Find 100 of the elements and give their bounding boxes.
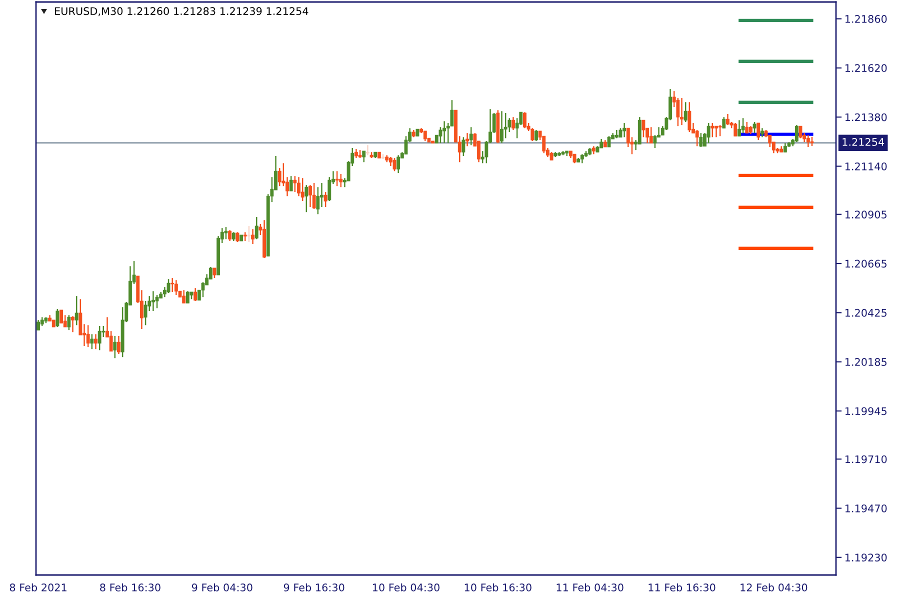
candlestick xyxy=(71,316,74,333)
candlestick xyxy=(236,232,240,243)
y-tick-label: 1.21380 xyxy=(845,113,887,122)
candlestick xyxy=(251,228,255,245)
candlestick xyxy=(699,132,703,148)
candlestick xyxy=(278,167,282,187)
candlestick xyxy=(247,225,251,243)
candlestick xyxy=(155,294,159,309)
candlestick xyxy=(297,176,300,197)
y-tick-label: 1.19470 xyxy=(845,504,887,512)
candlestick xyxy=(442,120,446,144)
candlestick xyxy=(649,126,653,144)
candlestick xyxy=(86,324,90,348)
candlestick xyxy=(695,129,699,147)
ref-line-label: 1.21254 xyxy=(842,138,884,146)
candlestick xyxy=(607,136,611,148)
x-tick-label: 11 Feb 16:30 xyxy=(648,583,716,592)
candlestick xyxy=(810,136,814,147)
y-tick-label: 1.19945 xyxy=(845,407,886,416)
candlestick xyxy=(752,121,756,134)
candlestick xyxy=(726,113,730,126)
candlestick xyxy=(768,134,772,148)
x-tick-label: 11 Feb 04:30 xyxy=(556,583,624,592)
candlestick xyxy=(523,112,526,129)
candlestick xyxy=(688,102,692,133)
candlestick xyxy=(572,154,576,164)
candlestick xyxy=(706,122,710,144)
candlestick xyxy=(90,334,94,350)
candlestick xyxy=(504,112,508,139)
candlestick xyxy=(741,117,745,134)
candlestick xyxy=(74,295,78,326)
candlestick xyxy=(738,120,741,137)
candlestick xyxy=(339,173,343,188)
candlestick xyxy=(734,122,738,137)
candlestick xyxy=(228,230,232,242)
candlestick xyxy=(745,121,749,134)
y-tick-label: 1.19230 xyxy=(845,554,887,562)
candlestick xyxy=(293,175,297,193)
candlestick xyxy=(462,136,466,157)
candlestick xyxy=(362,150,366,163)
candlestick xyxy=(512,116,515,131)
x-tick-label: 9 Feb 04:30 xyxy=(192,583,252,592)
candlestick xyxy=(423,130,427,142)
candlestick xyxy=(151,290,155,312)
candlestick xyxy=(392,157,396,172)
y-tick-label: 1.20185 xyxy=(845,358,886,366)
candlestick xyxy=(94,334,98,350)
candlestick xyxy=(243,232,247,242)
candlestick xyxy=(316,186,320,215)
candlestick xyxy=(324,191,328,208)
candlestick xyxy=(756,122,760,141)
candlestick xyxy=(680,97,684,126)
candlestick xyxy=(56,308,60,328)
candlestick xyxy=(308,184,312,208)
x-tick-label: 8 Feb 2021 xyxy=(10,583,66,592)
candlestick xyxy=(60,309,63,324)
candlestick xyxy=(396,154,400,174)
y-tick-label: 1.21620 xyxy=(845,64,887,72)
candlestick xyxy=(718,124,722,137)
candlestick xyxy=(166,278,170,294)
candlestick xyxy=(98,325,102,351)
candlestick xyxy=(304,184,308,213)
candlestick xyxy=(500,110,504,144)
candlestick xyxy=(710,122,714,138)
candlestick xyxy=(335,170,339,187)
candlestick xyxy=(289,175,293,192)
candlestick xyxy=(144,300,148,326)
y-tick-label: 1.21860 xyxy=(845,15,887,23)
candlestick xyxy=(684,102,688,123)
y-tick-label: 1.20425 xyxy=(845,308,886,317)
candlestick xyxy=(113,335,117,359)
candlestick xyxy=(580,154,584,164)
candlestick xyxy=(642,120,646,138)
x-tick-label: 10 Feb 04:30 xyxy=(372,583,440,592)
candlestick xyxy=(254,216,258,240)
y-tick-label: 1.21140 xyxy=(845,162,887,170)
candlestick xyxy=(201,282,205,298)
candlestick xyxy=(714,125,718,138)
candlestick xyxy=(300,177,304,202)
candlestick xyxy=(622,122,626,138)
candlestick xyxy=(36,319,40,331)
y-tick-label: 1.20905 xyxy=(845,210,886,218)
candlestick xyxy=(653,134,657,149)
candlestick xyxy=(109,330,113,352)
candlestick xyxy=(469,126,473,146)
x-tick-label: 8 Feb 16:30 xyxy=(100,583,160,592)
candlestick xyxy=(722,116,726,129)
candlestick xyxy=(388,156,392,167)
candlestick xyxy=(806,134,810,148)
candlestick xyxy=(182,290,186,304)
candlestick xyxy=(798,125,802,139)
candlestick xyxy=(534,129,538,142)
candlestick xyxy=(212,267,216,279)
candlestick xyxy=(794,124,798,143)
candlestick xyxy=(760,128,764,138)
y-tick-label: 1.19710 xyxy=(845,455,887,464)
candlestick xyxy=(194,287,198,302)
candlestick xyxy=(174,279,178,296)
x-tick-label: 12 Feb 04:30 xyxy=(740,583,808,592)
x-tick-label: 10 Feb 16:30 xyxy=(464,583,532,592)
